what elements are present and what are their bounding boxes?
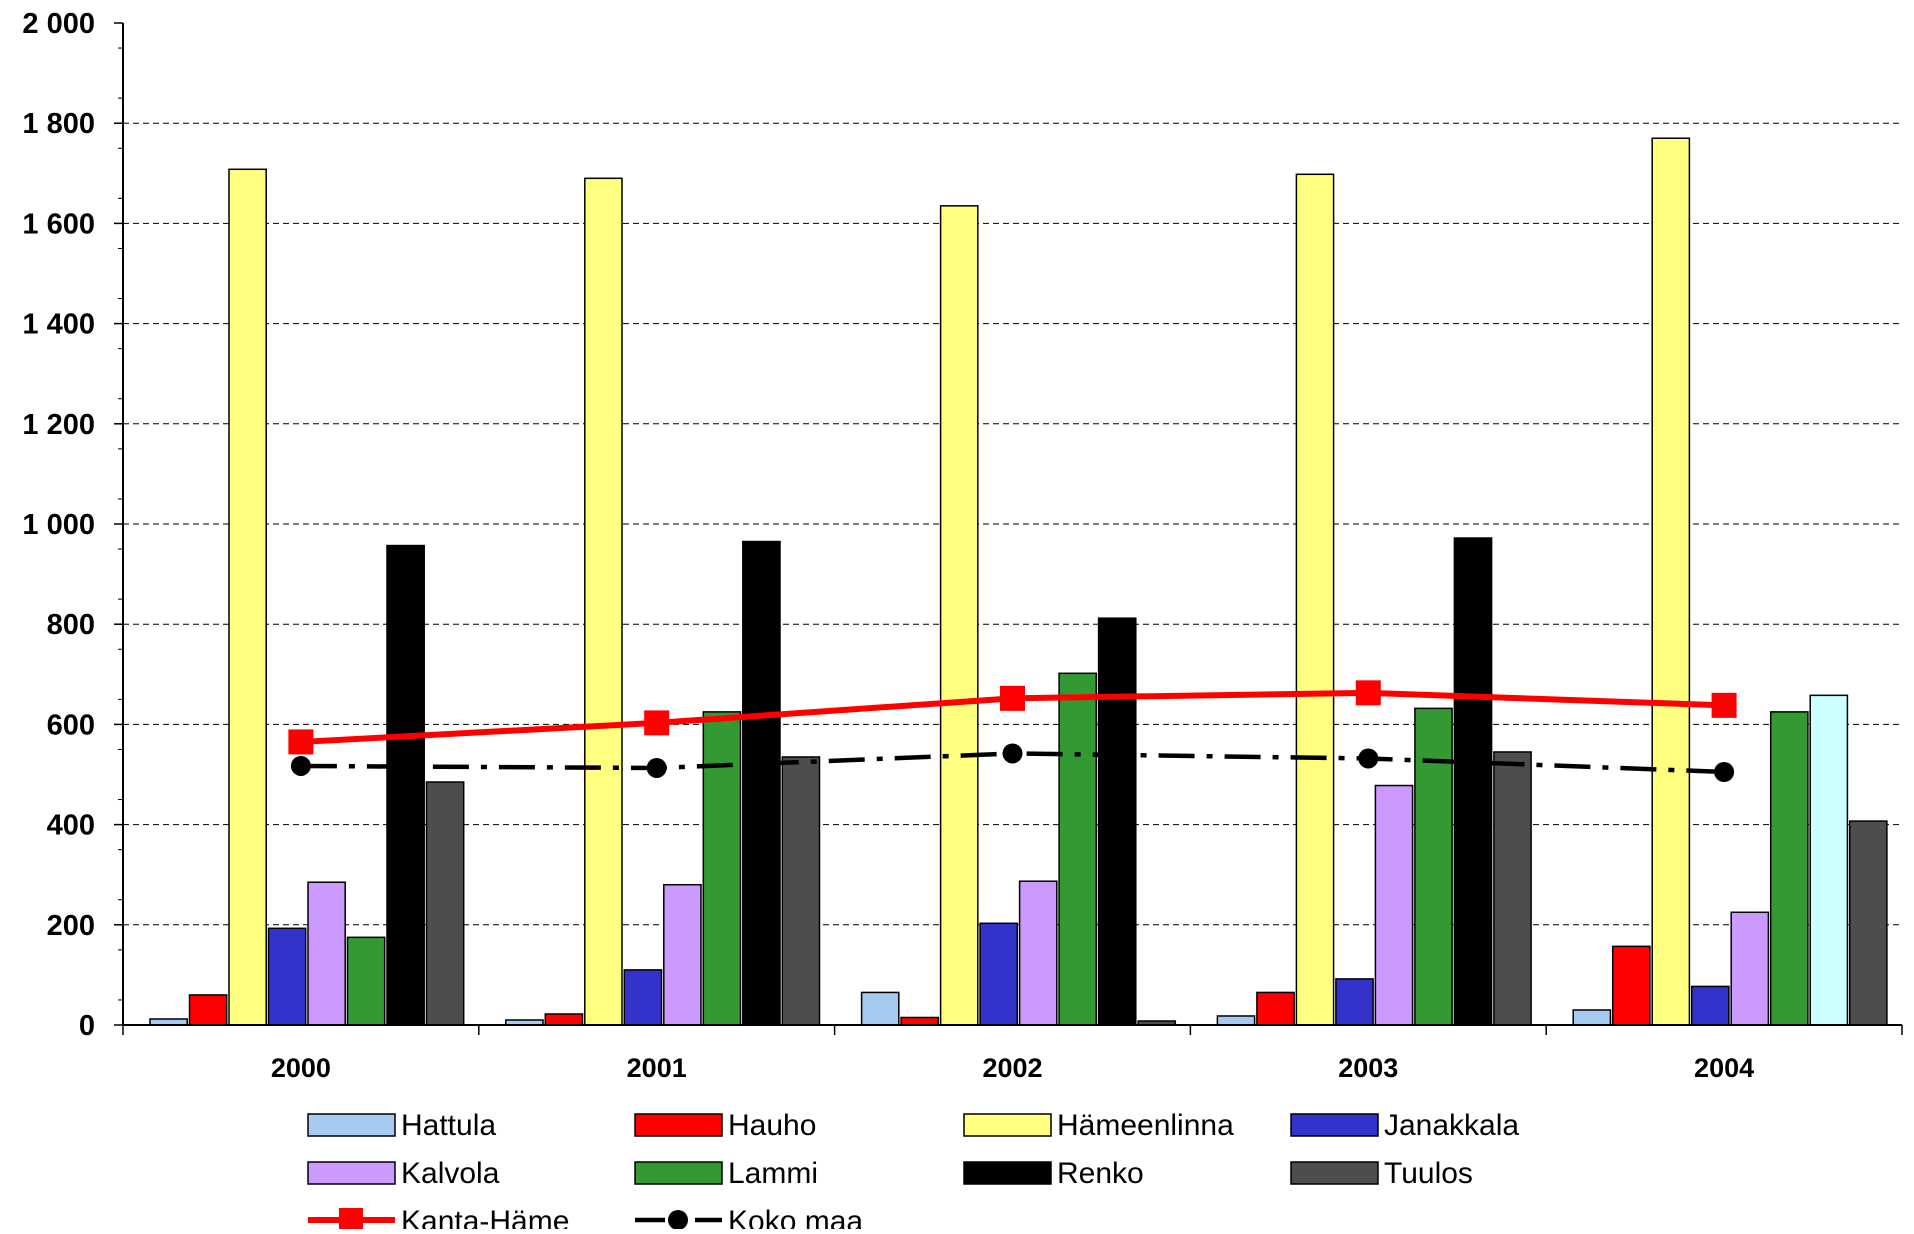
y-tick-label: 400 — [47, 810, 95, 842]
marker-kanta-hame-2001 — [644, 710, 670, 736]
legend-label-koko-maa: Koko maa — [728, 1205, 863, 1229]
bar-kalvola-2003 — [1374, 784, 1414, 1026]
bar-janakkala-2004 — [1690, 985, 1730, 1026]
marker-kanta-hame-2004 — [1711, 692, 1737, 718]
legend-label-kanta-hame: Kanta-Häme — [401, 1205, 569, 1229]
y-tick-label: 2 000 — [22, 8, 95, 40]
legend-swatch-hameenlinna — [963, 1113, 1052, 1137]
bar-janakkala-2002 — [979, 922, 1019, 1026]
legend-label-tuulos: Tuulos — [1384, 1157, 1473, 1190]
bar-renko-2002 — [1097, 617, 1137, 1026]
bar-tuulos-2001 — [781, 756, 821, 1026]
bar-janakkala-2003 — [1335, 978, 1374, 1026]
y-tick-label: 600 — [47, 709, 95, 741]
legend-label-hattula: Hattula — [401, 1109, 496, 1142]
bar-kalvola-2000 — [307, 881, 346, 1026]
marker-koko-maa-2001 — [646, 757, 667, 778]
y-tick-label: 200 — [47, 910, 95, 942]
bar-kalvola-2001 — [663, 883, 702, 1026]
bar-renko-2001 — [742, 540, 781, 1026]
legend-swatch-tuulos — [1290, 1161, 1379, 1185]
legend-label-janakkala: Janakkala — [1384, 1109, 1519, 1142]
bar-tuulos-2000 — [425, 781, 465, 1026]
bar-lammi-2003 — [1414, 707, 1453, 1026]
x-tick-label: 2003 — [1338, 1053, 1398, 1083]
legend-swatch-kalvola — [307, 1161, 396, 1185]
legend-label-lammi: Lammi — [728, 1157, 818, 1190]
bar-hattula-2003 — [1216, 1015, 1256, 1026]
bar-tuulos-2004 — [1848, 820, 1888, 1026]
legend-swatch-janakkala — [1290, 1113, 1379, 1137]
legend-swatch-renko — [963, 1161, 1052, 1185]
marker-koko-maa-2003 — [1358, 748, 1379, 769]
bar-hameenlinna-2004 — [1651, 137, 1691, 1026]
bar-hameenlinna-2003 — [1295, 173, 1335, 1026]
bar-hauho-2003 — [1256, 991, 1295, 1026]
marker-koko-maa-2004 — [1714, 761, 1735, 782]
marker-kanta-hame-2003 — [1355, 680, 1381, 706]
bar-hameenlinna-2001 — [584, 177, 623, 1026]
y-tick-label: 1 800 — [22, 108, 95, 140]
bar-lammi-2004 — [1769, 711, 1809, 1026]
y-tick-label: 1 400 — [22, 309, 95, 341]
legend-swatch-hauho — [634, 1113, 723, 1137]
legend-label-kalvola: Kalvola — [401, 1157, 500, 1190]
marker-kanta-hame-2002 — [1000, 685, 1025, 711]
bar-renko-2003 — [1453, 537, 1493, 1026]
y-tick-label: 0 — [79, 1010, 95, 1042]
marker-koko-maa-2002 — [1002, 743, 1023, 764]
bar-hattula-2004 — [1572, 1009, 1612, 1026]
bar-lammi-2000 — [346, 936, 386, 1026]
bar-hauho-2002 — [900, 1016, 940, 1026]
bar-janakkala-2000 — [267, 927, 307, 1026]
legend-label-hauho: Hauho — [728, 1109, 816, 1142]
legend-swatch-lammi — [634, 1161, 723, 1185]
bar-kalvola-2004 — [1730, 911, 1770, 1026]
bar-hameenlinna-2002 — [939, 205, 979, 1026]
x-tick-label: 2002 — [982, 1053, 1042, 1083]
bar-hauho-2004 — [1611, 945, 1651, 1026]
x-tick-label: 2000 — [271, 1053, 331, 1083]
bar-kalvola-2002 — [1018, 880, 1058, 1026]
marker-koko-maa-2000 — [290, 755, 311, 776]
legend-marker-koko-maa — [668, 1210, 688, 1230]
legend-marker-kanta-hame — [339, 1208, 363, 1232]
bar-lammi-2002 — [1058, 672, 1098, 1026]
x-tick-label: 2001 — [627, 1053, 687, 1083]
y-tick-label: 1 200 — [22, 409, 95, 441]
legend-label-hameenlinna: Hämeenlinna — [1057, 1109, 1234, 1142]
bar-hattula-2002 — [860, 991, 900, 1026]
bar-hameenlinna-2000 — [228, 168, 267, 1026]
y-tick-label: 800 — [47, 609, 95, 641]
marker-kanta-hame-2000 — [288, 729, 314, 755]
y-tick-label: 1 000 — [22, 509, 95, 541]
legend-swatch-hattula — [307, 1113, 396, 1137]
y-tick-label: 1 600 — [22, 208, 95, 240]
x-tick-label: 2004 — [1694, 1053, 1754, 1083]
bar-lammi-2001 — [702, 711, 742, 1026]
bar-renko-2004 — [1809, 694, 1849, 1026]
bar-renko-2000 — [386, 544, 425, 1026]
bar-janakkala-2001 — [623, 969, 663, 1026]
bar-hauho-2000 — [188, 994, 228, 1026]
bar-hauho-2001 — [544, 1013, 584, 1026]
legend-label-renko: Renko — [1057, 1157, 1144, 1190]
bar-tuulos-2003 — [1493, 751, 1532, 1026]
